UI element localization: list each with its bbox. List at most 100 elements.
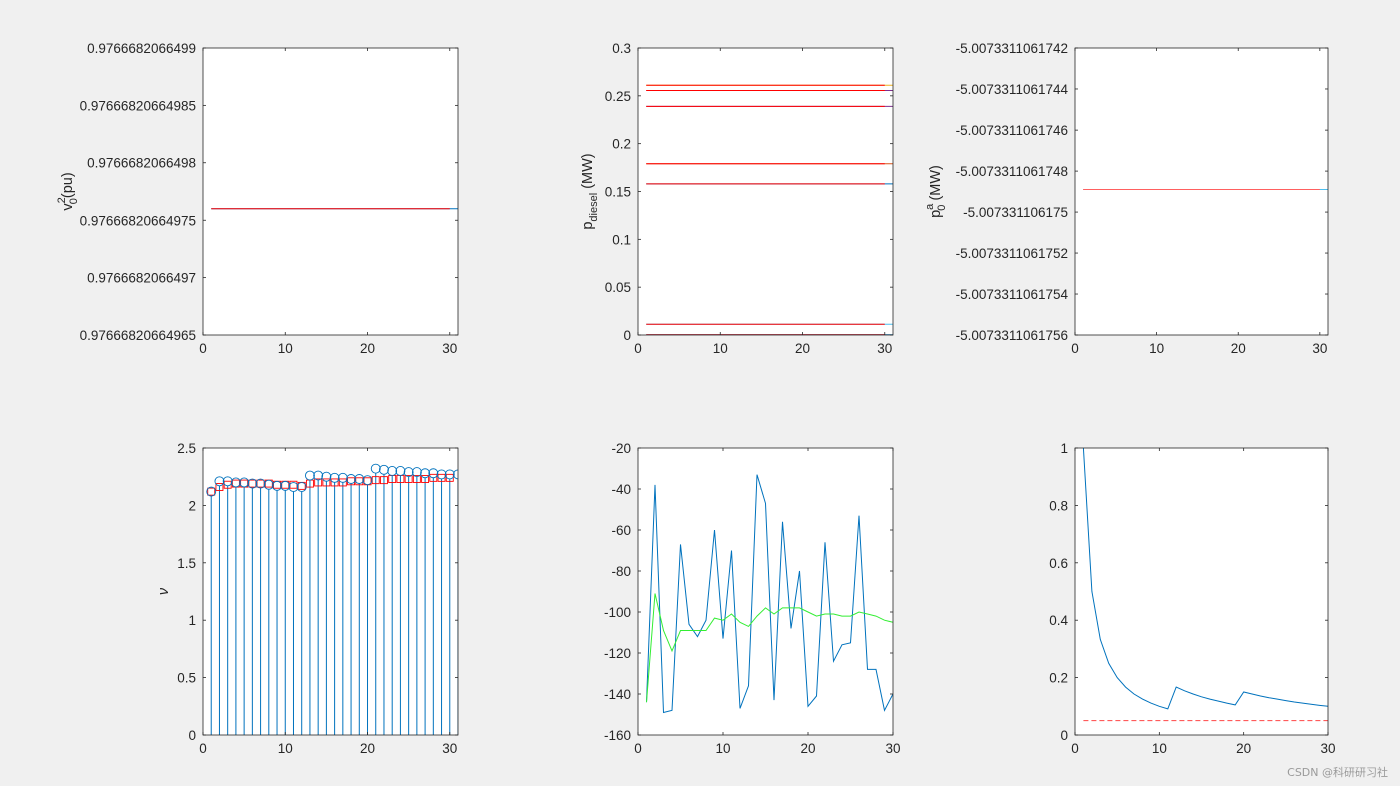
line-series [1082, 448, 1328, 710]
plot-area [203, 448, 458, 735]
x-tick-label: 10 [1149, 341, 1164, 356]
y-tick-label: 1 [1060, 441, 1068, 456]
circle-marker [346, 474, 357, 484]
circle-marker [428, 468, 439, 479]
y-tick-label: 2.5 [177, 441, 196, 456]
square-marker [404, 475, 413, 483]
y-tick-label: 0.05 [605, 280, 631, 295]
square-marker [215, 483, 224, 491]
square-marker [380, 476, 388, 485]
square-marker [207, 487, 216, 496]
circle-marker [379, 464, 389, 475]
plot-area [1075, 448, 1328, 735]
y-axis-label: v20(pu) [56, 172, 80, 210]
circle-marker [313, 470, 324, 481]
circle-marker [337, 472, 348, 483]
y-tick-label: -5.0073311061748 [956, 164, 1068, 179]
ylabel-superscript: 2 [56, 197, 68, 203]
plot-p-diesel: 0 10 20 30 0 0.05 0.1 0.15 0.2 0.25 0.3 pdiesel (MW… [580, 41, 894, 356]
x-tick-label: 30 [877, 341, 892, 356]
y-tick-label: 0 [1060, 728, 1068, 743]
x-tick-label: 10 [278, 341, 293, 356]
ylabel-superscript: a [924, 203, 936, 210]
x-tick-label: 20 [360, 341, 375, 356]
y-tick-label: -140 [604, 687, 631, 702]
y-tick-label: -5.0073311061742 [956, 41, 1068, 56]
y-axis-label: pdiesel (MW) [580, 153, 600, 229]
y-tick-label: -5.0073311061756 [956, 328, 1068, 343]
circle-marker [263, 479, 274, 490]
circle-marker [222, 476, 233, 487]
axes-box [1074, 47, 1329, 336]
ylabel-unit: (pu) [60, 172, 76, 198]
x-tick-label: 30 [885, 741, 900, 756]
ylabel-subscript: 0 [936, 205, 948, 211]
y-axis-label: pa0 (MW) [924, 165, 948, 218]
y-tick-label: 0.3 [612, 41, 631, 56]
y-tick-label: -5.0073311061744 [956, 82, 1069, 97]
ylabel-subscript: diesel [588, 193, 600, 222]
circle-marker [370, 463, 381, 474]
plot-convergence-lines: 0 10 20 30 -160 -140 -120 -100 -80 -60 -40 -20 [604, 441, 901, 756]
y-tick-label: 0.97666820664965 [80, 328, 196, 343]
y-tick-label: 0.1 [612, 232, 631, 247]
ylabel-base: v [60, 203, 76, 211]
plot-nu-stem: 0 10 20 30 0 0.5 1 1.5 2 2.5 ν [156, 441, 459, 756]
circle-marker [288, 482, 299, 492]
circle-marker [272, 480, 282, 491]
y-tick-label: -5.0073311061754 [956, 287, 1069, 302]
y-axis-label: ν [156, 587, 172, 595]
circle-marker [403, 467, 414, 478]
circle-marker [329, 472, 340, 483]
data-layer [206, 463, 458, 735]
axes-box [1074, 447, 1329, 736]
ylabel-unit: (MW) [928, 165, 944, 204]
plot-area [1075, 48, 1328, 335]
y-tick-label: 0.4 [1049, 613, 1068, 628]
line-series [646, 474, 893, 714]
y-tick-label: 1 [188, 613, 196, 628]
x-tick-label: 30 [442, 741, 457, 756]
data-layer [646, 474, 893, 714]
x-tick-label: 30 [442, 341, 457, 356]
square-marker [314, 478, 323, 487]
circle-marker [453, 469, 458, 480]
plot-area [203, 48, 458, 335]
circle-marker [280, 480, 291, 491]
y-tick-label: 0.6 [1049, 556, 1068, 571]
x-tick-label: 20 [360, 741, 375, 756]
plot-area [638, 448, 893, 735]
circle-marker [362, 475, 373, 486]
circle-marker [214, 476, 225, 487]
square-marker [330, 478, 339, 487]
y-tick-label: -5.0073311061752 [956, 246, 1068, 261]
x-tick-label: 0 [199, 341, 207, 356]
watermark: CSDN @科研研习社 [1287, 766, 1388, 779]
x-tick-label: 10 [278, 741, 293, 756]
ylabel-subscript: 0 [68, 198, 80, 204]
y-tick-label: 1.5 [177, 556, 196, 571]
x-tick-label: 20 [1236, 741, 1251, 756]
circle-marker [321, 471, 332, 482]
y-tick-label: -40 [611, 482, 631, 497]
y-tick-label: -160 [604, 728, 631, 743]
plot-step-size: 0 10 20 30 0 0.2 0.4 0.6 0.8 1 [1049, 441, 1335, 756]
y-tick-label: -60 [611, 523, 631, 538]
y-tick-label: 0.9766682066498 [87, 156, 196, 171]
x-tick-label: 0 [1071, 341, 1079, 356]
square-marker [322, 478, 331, 487]
y-tick-label: 0 [623, 328, 631, 343]
y-tick-label: 0.97666820664975 [80, 213, 196, 228]
circle-marker [230, 477, 241, 488]
y-tick-label: 0 [188, 728, 196, 743]
y-tick-label: 0.5 [177, 671, 196, 686]
x-tick-label: 0 [634, 341, 642, 356]
x-tick-label: 0 [1071, 741, 1079, 756]
y-tick-label: -100 [604, 605, 631, 620]
x-tick-label: 10 [713, 341, 728, 356]
square-marker [412, 475, 421, 483]
axes-box [202, 47, 459, 336]
x-tick-label: 30 [1312, 341, 1327, 356]
plot-p0-a: 0 10 20 30 -5.0073311061756 -5.0073311061754 -… [924, 41, 1329, 356]
y-tick-label: 0.2 [1049, 671, 1068, 686]
